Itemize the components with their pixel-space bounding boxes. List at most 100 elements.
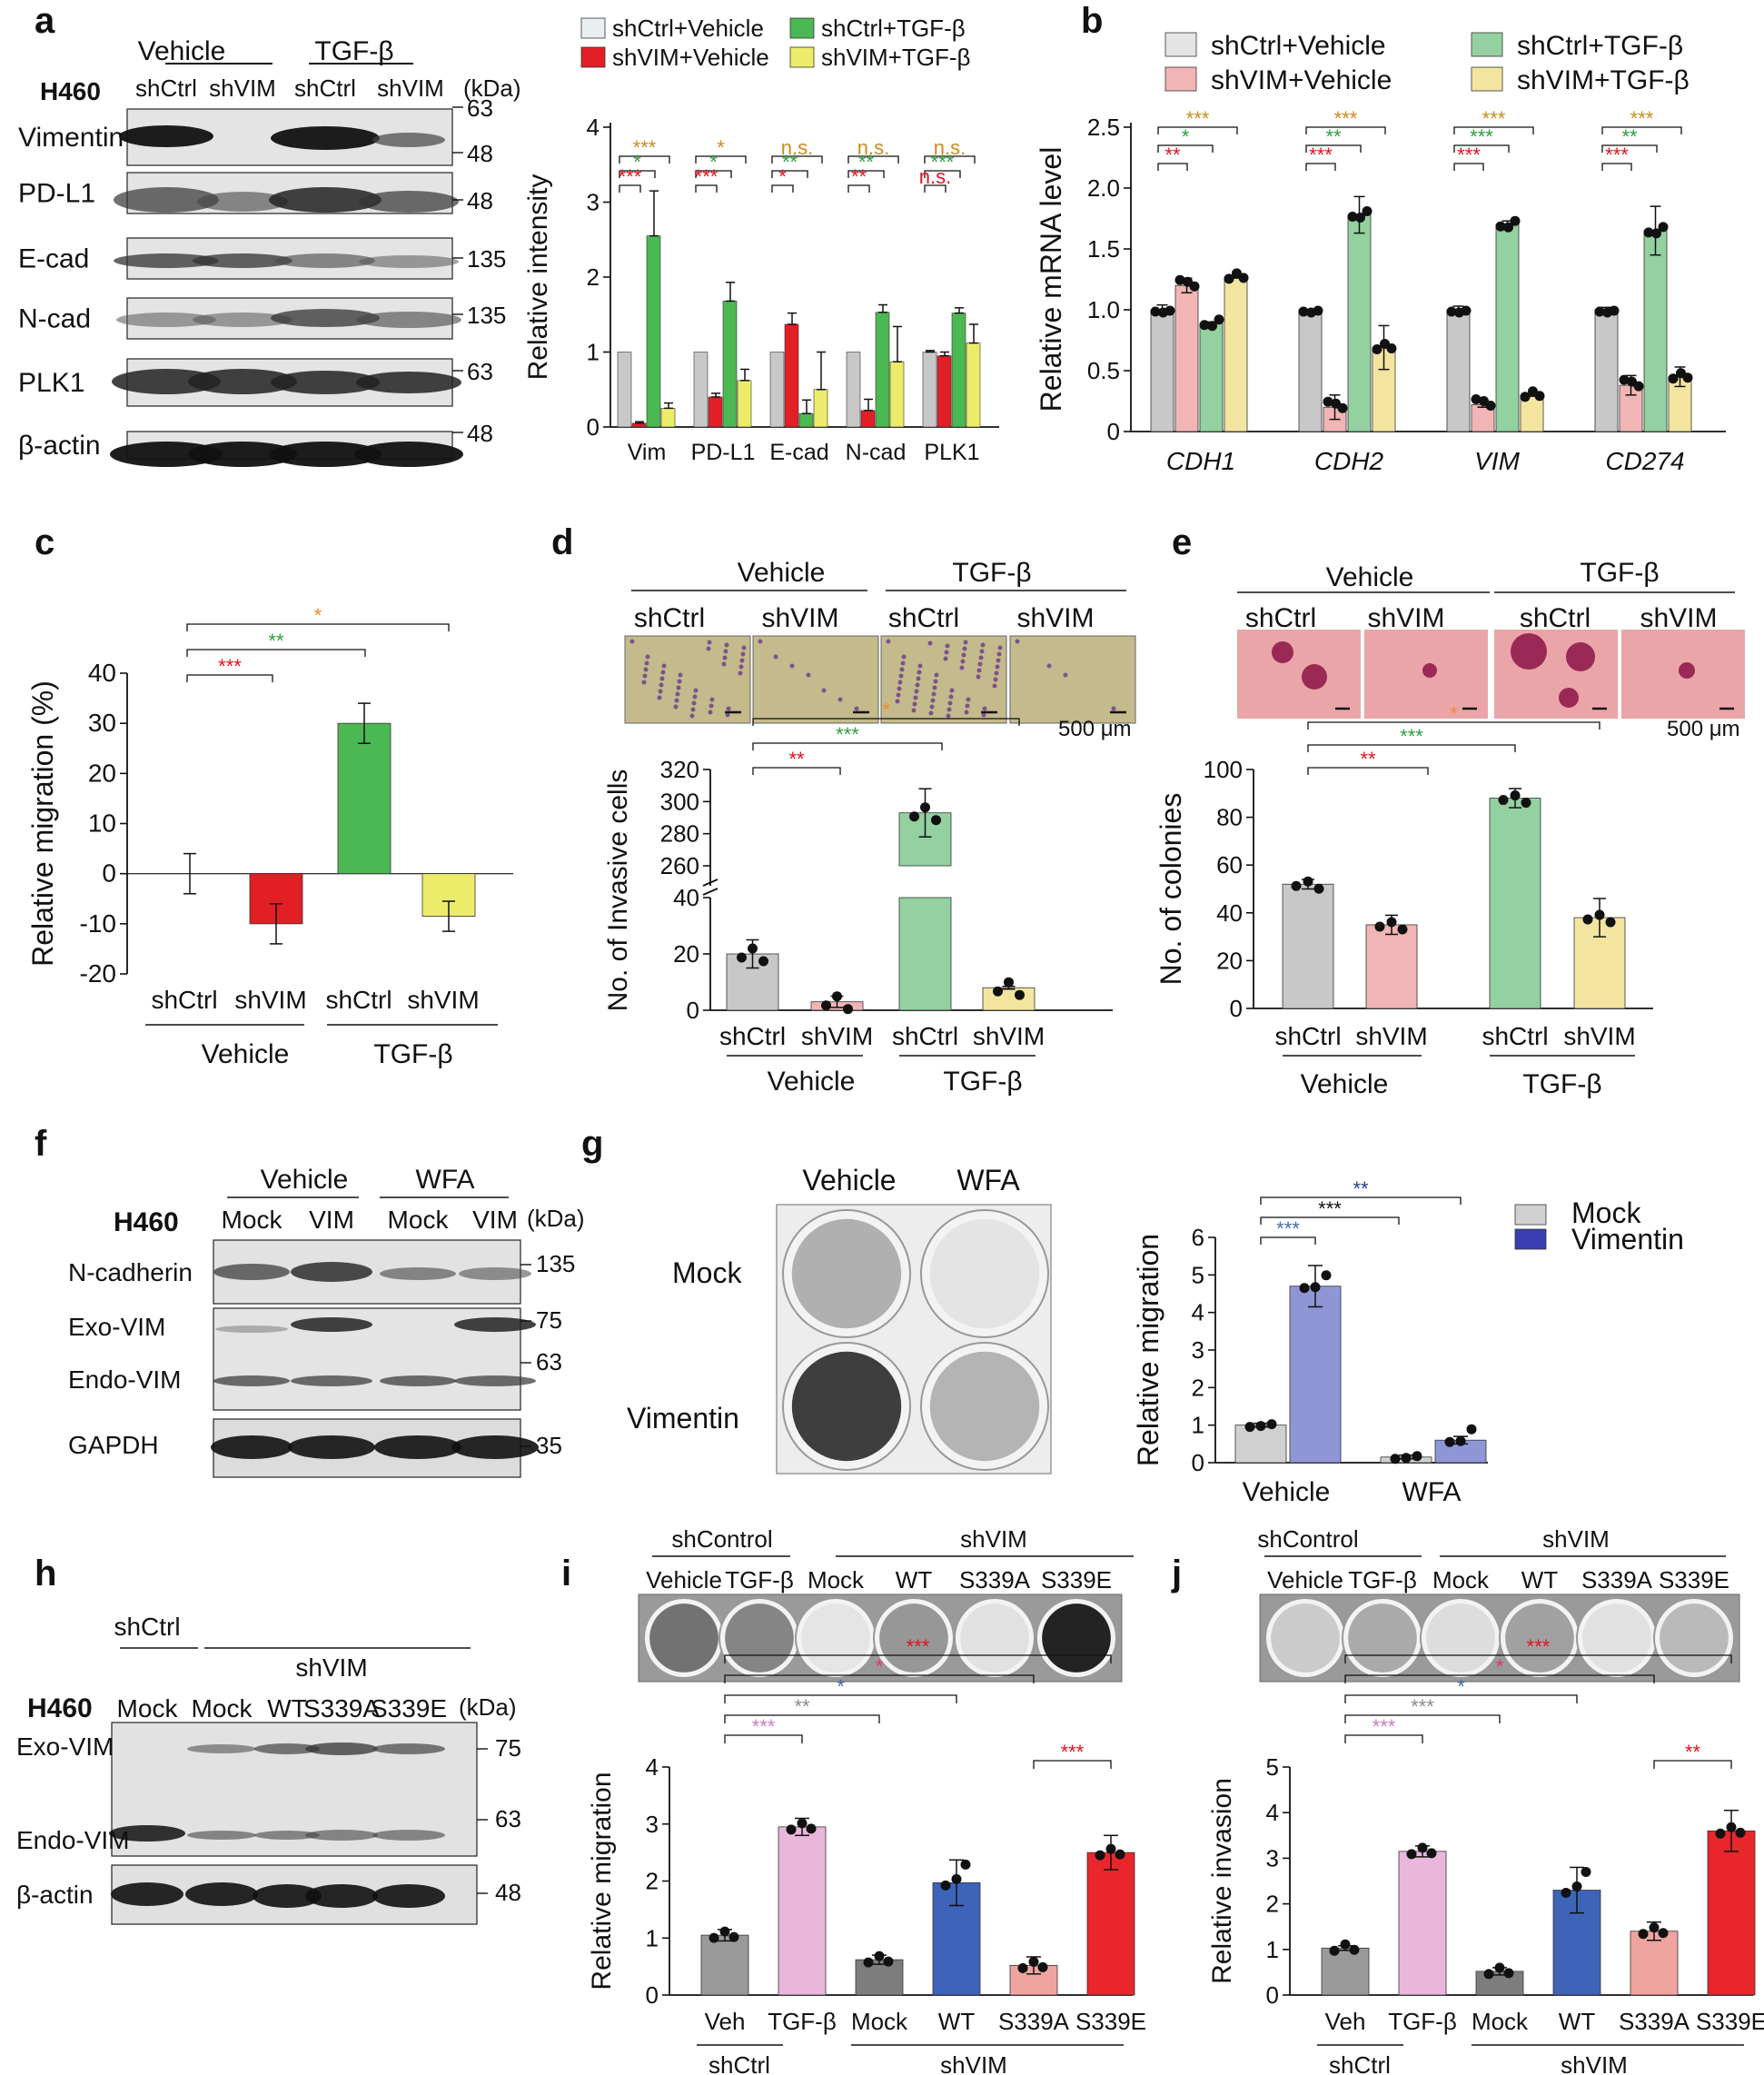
data-point xyxy=(1386,343,1397,354)
blot-row-label: Vimentin xyxy=(18,123,124,153)
data-point xyxy=(1313,883,1324,894)
data-point xyxy=(1483,1969,1494,1980)
panel-letter: b xyxy=(1081,1,1103,41)
tick-label: 4 xyxy=(1192,1299,1204,1326)
data-point xyxy=(1633,381,1644,392)
data-point xyxy=(1682,372,1693,383)
data-point xyxy=(1658,222,1669,233)
blot-band xyxy=(188,442,297,467)
marker-label: 63 xyxy=(495,1805,521,1832)
lane-label: VIM xyxy=(472,1206,518,1234)
bar xyxy=(1643,230,1668,432)
cell-stain xyxy=(982,706,987,711)
x-tick-label: shVIM xyxy=(1355,1022,1427,1050)
blot-band xyxy=(271,126,380,150)
significance-label: ** xyxy=(1164,144,1181,166)
tick-label: 5 xyxy=(1266,1753,1279,1781)
significance-label: * xyxy=(1457,1675,1465,1698)
panel-letter: g xyxy=(581,1124,603,1164)
cell-stain xyxy=(917,663,923,669)
group-label: Vehicle xyxy=(738,558,826,588)
cell-stain xyxy=(996,651,1002,657)
cell-stain xyxy=(911,708,917,713)
data-point xyxy=(1362,205,1373,216)
significance-label: *** xyxy=(836,723,859,746)
blot-band xyxy=(116,313,216,327)
well xyxy=(954,1597,1036,1679)
tick-label: 3 xyxy=(646,1811,659,1838)
significance-label: *** xyxy=(1400,725,1423,748)
data-point xyxy=(1643,227,1654,238)
cell-stain xyxy=(996,658,1001,663)
marker-label: 48 xyxy=(467,187,493,214)
group-label: shVIM xyxy=(295,1653,367,1682)
data-point xyxy=(1735,1827,1746,1838)
bar xyxy=(813,389,828,428)
significance-bracket xyxy=(1260,1236,1316,1245)
data-point xyxy=(1299,1283,1310,1294)
tick-label: -20 xyxy=(80,959,116,988)
lane-label: S339A xyxy=(1581,1566,1653,1593)
legend-label: shVIM+TGF-β xyxy=(1517,65,1690,95)
significance-label: ** xyxy=(858,151,875,174)
colony xyxy=(1302,664,1327,690)
data-point xyxy=(728,1931,739,1942)
blot-row-label: N-cadherin xyxy=(68,1258,193,1286)
blot-strip xyxy=(213,1307,536,1411)
bar xyxy=(693,352,709,428)
x-tick-label: CD274 xyxy=(1605,447,1684,475)
significance-label: ** xyxy=(788,748,805,770)
cell-stain xyxy=(674,698,679,703)
legend-swatch xyxy=(789,17,815,39)
bar xyxy=(798,412,814,428)
significance-bracket xyxy=(771,155,823,164)
tick-label: 0 xyxy=(587,413,600,441)
x-tick-label: WT xyxy=(938,2008,976,2035)
well-stain xyxy=(1426,1603,1495,1673)
cell-stain xyxy=(659,682,664,688)
data-point xyxy=(1461,305,1472,316)
group-label: TGF-β xyxy=(1580,558,1659,588)
bar xyxy=(1475,1971,1524,1996)
marker-label: 135 xyxy=(467,302,506,329)
data-point xyxy=(1534,391,1545,402)
cell-stain xyxy=(932,685,937,690)
lane-label: WT xyxy=(267,1694,307,1723)
blot-row-label: Exo-VIM xyxy=(68,1313,165,1341)
blot-band xyxy=(288,1435,375,1459)
cell-stain xyxy=(994,670,999,676)
x-tick-label: S339A xyxy=(1619,2008,1690,2035)
cell-stain xyxy=(900,660,906,666)
blot-band xyxy=(271,371,380,394)
tick-label: 1 xyxy=(1266,1936,1279,1963)
tick-label: 5 xyxy=(1192,1261,1204,1288)
cell-stain xyxy=(629,639,635,644)
well-stain xyxy=(1042,1603,1111,1673)
significance-label: n.s. xyxy=(919,165,951,188)
data-point xyxy=(1004,977,1014,988)
data-point xyxy=(1164,305,1175,316)
significance-label: *** xyxy=(695,165,718,188)
group-label: Vehicle xyxy=(768,1067,856,1097)
panel-letter: a xyxy=(35,1,55,41)
data-point xyxy=(719,1926,730,1937)
significance-label: * xyxy=(314,604,322,627)
cell-stain xyxy=(707,640,712,645)
cell-stain xyxy=(854,706,859,711)
row-label: Mock xyxy=(672,1256,742,1289)
blot-row-label: Endo-VIM xyxy=(16,1826,130,1854)
data-point xyxy=(1386,917,1397,928)
significance-label: *** xyxy=(931,151,955,174)
data-point xyxy=(1726,1822,1737,1832)
lane-label: S339A xyxy=(959,1566,1031,1593)
x-tick-label: S339A xyxy=(998,2008,1070,2035)
blot-band xyxy=(454,1375,536,1386)
cell-stain xyxy=(933,679,938,684)
blot-row-label: β-actin xyxy=(18,431,101,461)
data-point xyxy=(806,1823,817,1834)
blot-row-label: Endo-VIM xyxy=(68,1365,182,1394)
data-point xyxy=(1406,1849,1417,1860)
bar xyxy=(898,897,952,1011)
tick-label: 0 xyxy=(687,997,699,1024)
cell-stain xyxy=(657,695,662,700)
